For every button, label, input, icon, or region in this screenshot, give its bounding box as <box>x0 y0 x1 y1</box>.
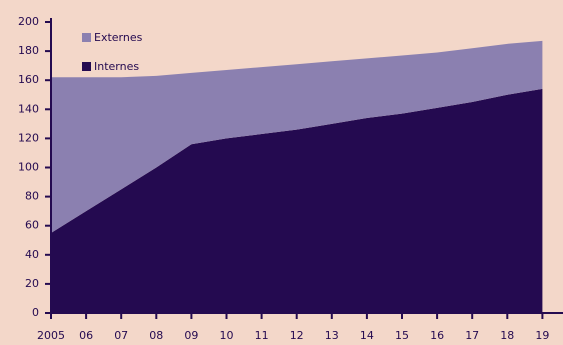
x-tick-label: 14 <box>360 329 374 342</box>
y-tick-label: 40 <box>25 248 39 261</box>
y-tick-label: 0 <box>32 306 39 319</box>
x-tick-label: 17 <box>465 329 479 342</box>
y-tick-label: 100 <box>18 161 39 174</box>
x-tick-label: 10 <box>220 329 234 342</box>
x-tick-label: 19 <box>535 329 549 342</box>
area <box>51 40 543 233</box>
y-tick-label: 200 <box>18 15 39 28</box>
x-tick-label: 13 <box>325 329 339 342</box>
y-tick-label: 180 <box>18 44 39 57</box>
legend-swatch <box>82 33 91 42</box>
y-tick-label: 80 <box>25 190 39 203</box>
x-tick-label: 2005 <box>37 329 65 342</box>
x-tick-label: 16 <box>430 329 444 342</box>
x-tick-label: 09 <box>184 329 198 342</box>
legend-label: Externes <box>94 31 143 44</box>
y-tick-label: 140 <box>18 102 39 115</box>
x-tick-label: 12 <box>290 329 304 342</box>
y-tick-label: 20 <box>25 277 39 290</box>
area <box>51 88 543 314</box>
y-tick-label: 60 <box>25 219 39 232</box>
legend-label: Internes <box>94 60 139 73</box>
x-tick-label: 18 <box>500 329 514 342</box>
y-tick-label: 160 <box>18 73 39 86</box>
legend-swatch <box>82 62 91 71</box>
x-tick-label: 08 <box>149 329 163 342</box>
x-tick-label: 07 <box>114 329 128 342</box>
x-tick-label: 11 <box>255 329 269 342</box>
y-tick-label: 120 <box>18 131 39 144</box>
x-tick-label: 06 <box>79 329 93 342</box>
x-tick-label: 15 <box>395 329 409 342</box>
